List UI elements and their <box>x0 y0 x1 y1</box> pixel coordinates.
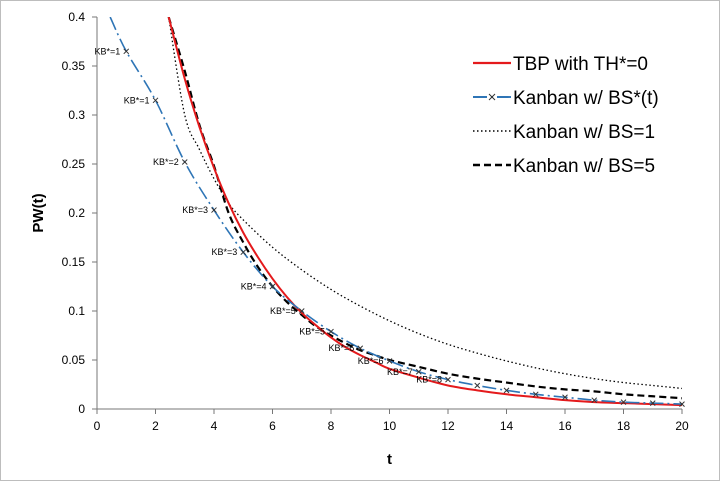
data-point-marker <box>562 394 568 401</box>
y-tick-label: 0 <box>78 402 85 416</box>
data-point-marker <box>503 387 510 394</box>
data-point-marker <box>532 391 539 398</box>
series-line-2 <box>168 17 682 390</box>
data-point-marker <box>474 382 481 389</box>
series-line-1 <box>109 17 682 405</box>
point-label: KB*=6 <box>358 356 384 366</box>
y-tick-label: 0.4 <box>68 10 85 24</box>
legend-marker-icon <box>488 93 496 101</box>
y-tick-label: 0.35 <box>62 59 86 73</box>
point-label: KB*=5 <box>270 306 296 316</box>
legend: TBP with TH*=0 Kanban w/ BS*(t) Kanban w/ … <box>473 54 659 177</box>
x-tick-label: 20 <box>675 419 689 433</box>
y-tick-label: 0.1 <box>68 304 85 318</box>
data-point-marker <box>240 249 247 256</box>
data-point-marker <box>211 207 217 213</box>
series-line-0 <box>167 17 682 407</box>
data-point-marker <box>591 397 598 404</box>
axes: 0 2 4 6 8 10 12 14 16 18 20 0 0.05 0.1 0.15 0.2 0.25 0.3 0… <box>62 10 689 433</box>
data-point-marker <box>357 345 364 352</box>
x-tick-label: 4 <box>211 419 218 433</box>
legend-label-3: Kanban w/ BS=5 <box>513 156 655 177</box>
data-point-marker <box>679 401 685 407</box>
point-label: KB*=8 <box>416 375 442 385</box>
data-point-marker <box>123 48 130 55</box>
point-label: KB*=7 <box>387 367 413 377</box>
legend-label-0: TBP with TH*=0 <box>513 54 648 75</box>
y-tick-label: 0.3 <box>68 108 85 122</box>
point-label: KB*=5 <box>299 327 325 337</box>
y-tick-label: 0.2 <box>68 206 85 220</box>
x-tick-label: 14 <box>500 419 514 433</box>
point-label: KB*=1 <box>94 46 120 56</box>
data-point-marker <box>620 399 627 405</box>
point-label: KB*=3 <box>182 205 208 215</box>
series-layer <box>109 17 685 407</box>
y-tick-label: 0.15 <box>62 255 86 269</box>
y-axis-title: PW(t) <box>30 193 47 232</box>
x-tick-label: 0 <box>94 419 101 433</box>
data-point-marker <box>386 358 393 364</box>
data-point-marker <box>445 376 451 383</box>
legend-label-2: Kanban w/ BS=1 <box>513 122 655 143</box>
series-line-3 <box>167 17 682 400</box>
data-point-marker <box>181 159 188 165</box>
point-labels-layer: KB*=1 KB*=1 KB*=2 KB*=3 KB*=3 KB*=4 KB*=5 KB*=5… <box>94 46 442 384</box>
point-label: KB*=1 <box>124 95 150 105</box>
data-point-marker <box>152 97 159 104</box>
data-point-marker <box>649 400 656 406</box>
point-label: KB*=4 <box>241 282 267 292</box>
x-tick-label: 2 <box>152 419 159 433</box>
x-tick-label: 6 <box>269 419 276 433</box>
point-label: KB*=2 <box>153 157 179 167</box>
legend-label-1: Kanban w/ BS*(t) <box>513 88 659 109</box>
point-label: KB*=6 <box>328 343 354 353</box>
data-point-marker <box>298 308 305 314</box>
data-point-marker <box>415 368 422 375</box>
data-point-marker <box>269 283 276 290</box>
y-tick-label: 0.05 <box>62 353 86 367</box>
x-tick-label: 12 <box>441 419 455 433</box>
x-tick-label: 16 <box>558 419 572 433</box>
x-tick-label: 10 <box>383 419 397 433</box>
x-tick-label: 8 <box>328 419 335 433</box>
x-axis-title: t <box>387 451 392 468</box>
data-point-marker <box>328 328 334 335</box>
point-label: KB*=3 <box>211 247 237 257</box>
x-tick-label: 18 <box>617 419 631 433</box>
y-tick-label: 0.25 <box>62 157 86 171</box>
